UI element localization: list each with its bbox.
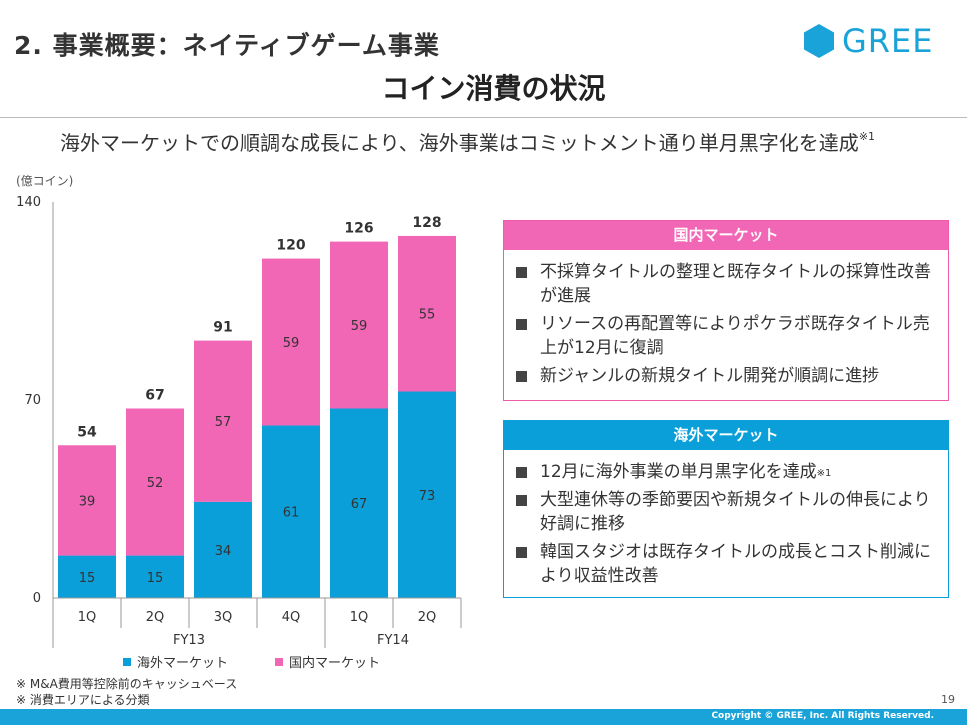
bar-overseas: [330, 408, 388, 598]
domestic-box-title: 国内マーケット: [504, 221, 948, 250]
legend-swatch-domestic: [275, 657, 283, 666]
overseas-bullet-text: 大型連休等の季節要因や新規タイトルの伸長により好調に推移: [540, 490, 931, 534]
domestic-market-box: 国内マーケット 不採算タイトルの整理と既存タイトルの採算性改善が進展 リソースの…: [503, 220, 949, 401]
group-label: FY14: [377, 633, 409, 648]
overseas-note-mark: ※1: [816, 468, 832, 479]
domestic-bullet-text: リソースの再配置等によりポケラボ既存タイトル売上が12月に復調: [540, 314, 930, 358]
data-label-domestic: 59: [351, 319, 368, 334]
bar-overseas: [194, 501, 252, 598]
copyright: Copyright © GREE, Inc. All Rights Reserv…: [711, 711, 934, 721]
total-label: 120: [276, 238, 305, 254]
slide-subtitle: コイン消費の状況: [381, 72, 606, 105]
total-label: 54: [77, 424, 97, 440]
data-label-domestic: 52: [147, 476, 164, 491]
x-tick-label: 4Q: [282, 610, 301, 625]
coin-consumption-chart: 0 70 140 15 39 54 1Q 15 52 67 2Q 34 57 91 3Q 61 59 120 4Q 6…: [16, 195, 462, 648]
page-title: 2. 事業概要：ネイティブゲーム事業: [14, 31, 440, 60]
bar-domestic: [262, 258, 320, 426]
x-tick-label: 1Q: [78, 610, 97, 625]
overseas-bullet-text: 12月に海外事業の単月黒字化を達成: [540, 462, 817, 482]
total-label: 67: [145, 387, 164, 403]
domestic-bullet-item: 不採算タイトルの整理と既存タイトルの採算性改善が進展: [514, 260, 938, 308]
data-label-domestic: 57: [215, 415, 232, 430]
y-tick-label: 140: [16, 195, 41, 210]
bar-domestic: [398, 235, 456, 392]
domestic-bullet-item: 新ジャンルの新規タイトル開発が順調に進捗: [514, 364, 938, 388]
footer-bar: [0, 709, 967, 725]
total-label: 126: [344, 221, 373, 237]
data-label-overseas: 15: [147, 571, 164, 586]
y-tick-label: 70: [24, 393, 41, 408]
headline: 海外マーケットでの順調な成長により、海外事業はコミットメント通り単月黒字化を達成…: [60, 127, 875, 156]
square-bullet-icon: [516, 371, 527, 382]
bar-overseas: [126, 555, 184, 598]
bar-domestic: [58, 445, 116, 556]
legend-label-overseas: 海外マーケット: [137, 656, 229, 671]
legend-item-overseas: 海外マーケット: [123, 652, 228, 671]
data-label-overseas: 61: [283, 506, 300, 521]
legend-item-domestic: 国内マーケット: [275, 652, 380, 671]
bar-overseas: [262, 425, 320, 598]
footnote-2: ※ 消費エリアによる分類: [16, 693, 150, 707]
y-axis-unit: (億コイン): [16, 174, 74, 188]
headline-text: 海外マーケットでの順調な成長により、海外事業はコミットメント通り単月黒字化を達成: [60, 131, 859, 155]
square-bullet-icon: [516, 495, 527, 506]
bar-domestic: [194, 340, 252, 502]
divider: [0, 117, 967, 118]
data-label-overseas: 15: [79, 571, 96, 586]
total-label: 128: [412, 215, 441, 231]
group-label: FY13: [173, 633, 205, 648]
legend-label-domestic: 国内マーケット: [289, 656, 381, 671]
data-label-domestic: 59: [283, 336, 300, 351]
x-tick-label: 2Q: [146, 610, 165, 625]
data-label-overseas: 34: [215, 544, 232, 559]
x-tick-label: 2Q: [418, 610, 437, 625]
logo-text: GREE: [842, 22, 934, 60]
square-bullet-icon: [516, 267, 527, 278]
square-bullet-icon: [516, 467, 527, 478]
gree-logo: GREE: [802, 21, 933, 61]
hexagon-logo-icon: [804, 24, 834, 58]
data-label-overseas: 73: [419, 489, 436, 504]
total-label: 91: [213, 320, 232, 336]
square-bullet-icon: [516, 319, 527, 330]
data-label-domestic: 39: [79, 494, 96, 509]
bar-domestic: [126, 408, 184, 556]
x-tick-label: 1Q: [350, 610, 369, 625]
bar-domestic: [330, 241, 388, 409]
overseas-bullet-item: 韓国スタジオは既存タイトルの成長とコスト削減により収益性改善: [514, 540, 938, 588]
legend-swatch-overseas: [123, 657, 131, 666]
bar-overseas: [58, 555, 116, 598]
bar-overseas: [398, 391, 456, 598]
y-tick-label: 0: [33, 591, 41, 606]
domestic-bullet-item: リソースの再配置等によりポケラボ既存タイトル売上が12月に復調: [514, 312, 938, 360]
data-label-domestic: 55: [419, 308, 436, 323]
footnote-1: ※ M&A費用等控除前のキャッシュベース: [16, 677, 238, 691]
overseas-market-box: 海外マーケット 12月に海外事業の単月黒字化を達成※1 大型連休等の季節要因や新…: [503, 420, 949, 598]
domestic-bullet-text: 不採算タイトルの整理と既存タイトルの採算性改善が進展: [540, 262, 931, 306]
x-tick-label: 3Q: [214, 610, 233, 625]
headline-note-mark: ※1: [858, 130, 876, 143]
overseas-box-title: 海外マーケット: [504, 421, 948, 450]
data-label-overseas: 67: [351, 497, 368, 512]
overseas-bullet-item: 12月に海外事業の単月黒字化を達成※1: [514, 460, 938, 484]
overseas-bullet-text: 韓国スタジオは既存タイトルの成長とコスト削減により収益性改善: [540, 542, 931, 586]
square-bullet-icon: [516, 547, 527, 558]
domestic-bullet-text: 新ジャンルの新規タイトル開発が順調に進捗: [540, 366, 880, 386]
page-number: 19: [941, 693, 955, 706]
overseas-bullet-item: 大型連休等の季節要因や新規タイトルの伸長により好調に推移: [514, 488, 938, 536]
